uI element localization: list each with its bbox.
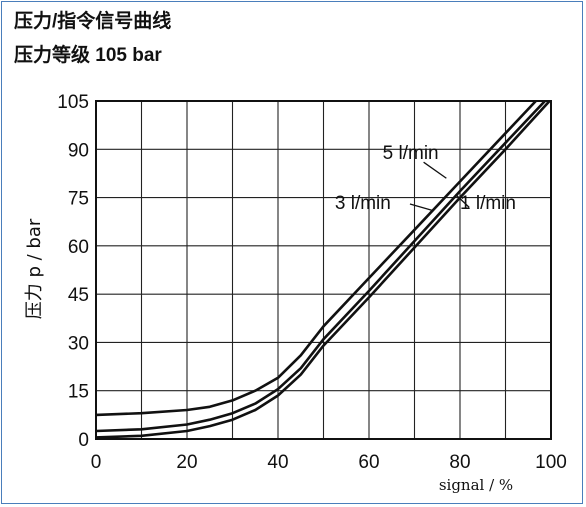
x-tick-label: 20 [176, 452, 197, 473]
y-tick-label: 75 [68, 189, 89, 210]
plot-border [95, 100, 552, 440]
leader-line-0 [423, 161, 447, 179]
series-line-1 [96, 101, 547, 433]
series-line-2 [96, 101, 551, 439]
chart-title: 压力/指令信号曲线 [14, 11, 172, 32]
annotations: 5 l/min 3 l/min 1 l/min [335, 143, 516, 214]
x-axis-label: signal / % [439, 476, 513, 494]
grid [95, 100, 552, 440]
y-axis-label: 压力 p / bar [24, 218, 45, 319]
x-tick-label: 60 [358, 452, 379, 473]
x-tick-label: 40 [267, 452, 288, 473]
series-line-0 [96, 101, 538, 417]
y-tick-label: 45 [68, 285, 89, 306]
leader-lines [409, 161, 470, 212]
leader-line-1 [409, 203, 433, 212]
series-annotation: 3 l/min [335, 193, 391, 214]
y-tick-label: 0 [78, 430, 89, 451]
chart-subtitle: 压力等级 105 bar [14, 45, 162, 66]
y-tick-label: 90 [68, 140, 89, 161]
y-tick-label: 15 [68, 382, 89, 403]
x-tick-label: 80 [449, 452, 470, 473]
leader-line-2 [455, 193, 470, 208]
series-lines [96, 101, 551, 439]
series-annotation: 5 l/min [383, 143, 439, 164]
x-tick-label: 100 [535, 452, 567, 473]
x-tick-label: 0 [91, 452, 102, 473]
y-tick-label: 105 [57, 92, 89, 113]
y-tick-label: 30 [68, 333, 89, 354]
series-annotation: 1 l/min [460, 193, 516, 214]
tick-labels: 0 20 40 60 80 100 0 15 30 45 60 75 90 105 [57, 92, 567, 473]
y-tick-label: 60 [68, 237, 89, 258]
